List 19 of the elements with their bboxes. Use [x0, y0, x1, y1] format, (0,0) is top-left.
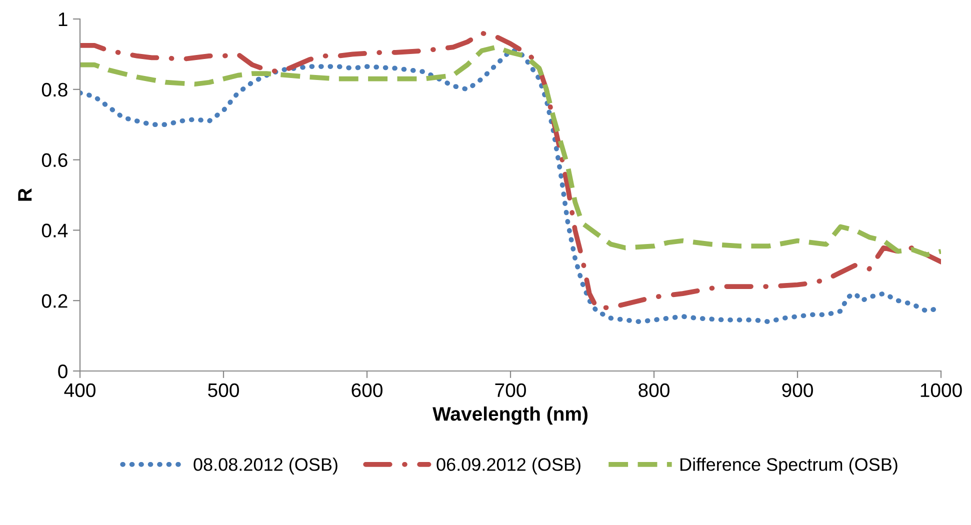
y-tick-label: 0.6 [42, 153, 68, 168]
legend-label: 08.08.2012 (OSB) [194, 458, 338, 474]
y-tick-label: 0 [58, 364, 68, 378]
y-axis-title: R [18, 188, 32, 201]
y-tick-label: 0.4 [42, 224, 68, 238]
x-tick-label: 800 [638, 383, 670, 398]
x-axis-title: Wavelength (nm) [432, 406, 588, 425]
x-tick-label: 500 [208, 383, 239, 398]
x-tick-label: 700 [495, 383, 526, 398]
y-tick-label: 1 [58, 12, 68, 26]
x-tick-label: 600 [352, 383, 382, 398]
x-tick-label: 400 [64, 383, 96, 398]
x-tick-label: 900 [782, 383, 813, 398]
line-series [80, 44, 941, 258]
legend-label: 06.09.2012 (OSB) [436, 458, 580, 474]
y-tick-label: 0.2 [42, 294, 68, 308]
x-tick-label: 1000 [920, 383, 962, 398]
y-tick-label: 0.8 [42, 82, 68, 97]
legend-label: Difference Spectrum (OSB) [680, 458, 898, 474]
